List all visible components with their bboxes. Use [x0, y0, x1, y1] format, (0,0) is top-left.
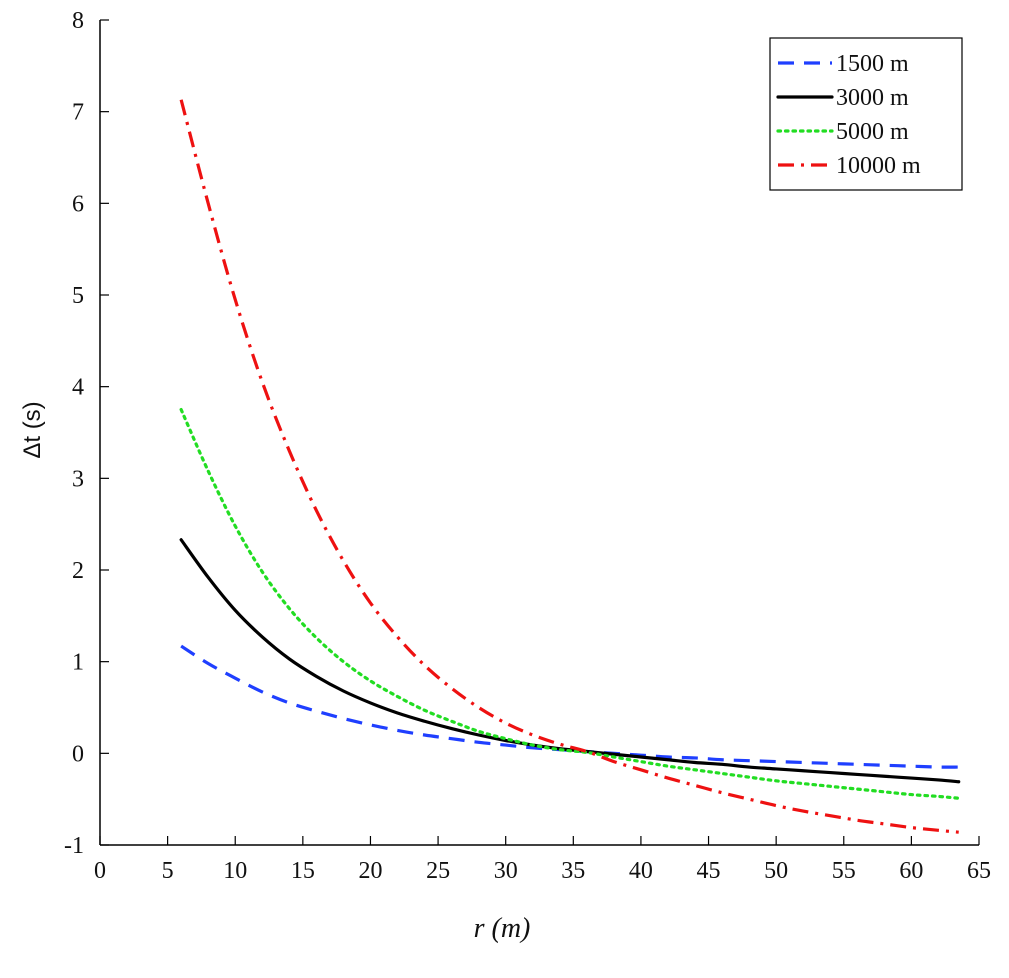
x-tick-label: 60 — [899, 858, 923, 884]
y-axis-label: Δt (s) — [19, 401, 46, 458]
x-tick-label: 10 — [223, 858, 247, 884]
series-line-4 — [179, 99, 959, 834]
x-tick-label: 15 — [291, 858, 315, 884]
y-tick-label: 0 — [72, 741, 84, 767]
x-tick-label: 25 — [426, 858, 450, 884]
x-tick-label: 40 — [629, 858, 653, 884]
y-tick-label: 2 — [72, 558, 84, 584]
legend-label-3: 5000 m — [836, 119, 909, 145]
y-tick-label: 4 — [72, 375, 84, 401]
y-tick-label: 8 — [72, 8, 84, 34]
legend-label-2: 3000 m — [836, 85, 909, 111]
legend: 1500 m 3000 m 5000 m 10000 m — [769, 37, 963, 191]
x-tick-label: 65 — [967, 858, 991, 884]
series-line-2 — [179, 538, 961, 784]
series-line-3 — [179, 407, 961, 800]
y-tick-label: 5 — [72, 283, 84, 309]
x-tick-label: 0 — [94, 858, 106, 884]
x-tick-label: 20 — [358, 858, 382, 884]
y-tick-label: -1 — [64, 833, 84, 859]
y-tick-label: 6 — [72, 191, 84, 217]
x-axis-label: r (m) — [474, 913, 531, 944]
x-tick-label: 35 — [561, 858, 585, 884]
series-layer — [179, 99, 961, 834]
y-tick-label: 7 — [72, 100, 84, 126]
legend-label-1: 1500 m — [836, 51, 909, 77]
x-tick-label: 50 — [764, 858, 788, 884]
x-tick-label: 55 — [832, 858, 856, 884]
x-tick-label: 45 — [697, 858, 721, 884]
legend-label-4: 10000 m — [836, 153, 921, 179]
x-tick-label: 5 — [162, 858, 174, 884]
y-tick-label: 3 — [72, 466, 84, 492]
x-tick-label: 30 — [494, 858, 518, 884]
y-tick-label: 1 — [72, 650, 84, 676]
